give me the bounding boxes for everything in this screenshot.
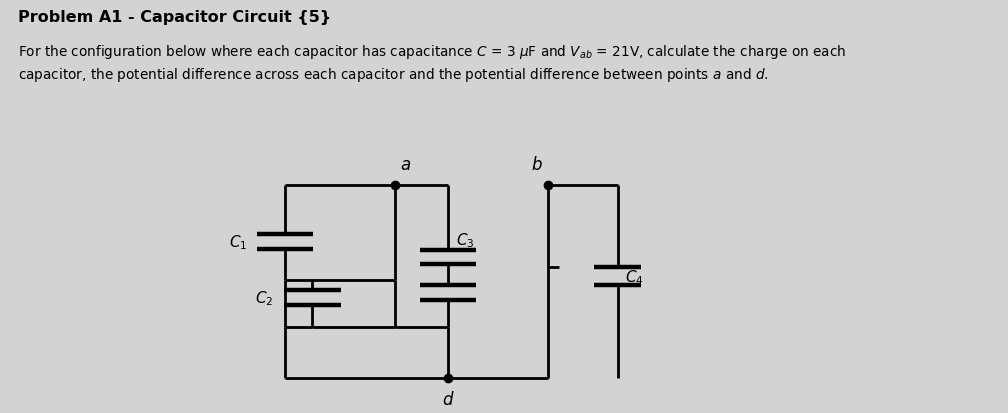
Text: $b$: $b$ — [531, 156, 543, 174]
Text: $C_4$: $C_4$ — [625, 267, 644, 286]
Text: capacitor, the potential difference across each capacitor and the potential diff: capacitor, the potential difference acro… — [18, 66, 769, 84]
Text: $d$: $d$ — [442, 390, 455, 408]
Text: $a$: $a$ — [399, 156, 410, 174]
Text: $C_2$: $C_2$ — [255, 288, 273, 307]
Text: Problem A1 - Capacitor Circuit {5}: Problem A1 - Capacitor Circuit {5} — [18, 10, 332, 25]
Text: $C_1$: $C_1$ — [230, 233, 248, 251]
Text: $C_3$: $C_3$ — [456, 231, 475, 249]
Text: For the configuration below where each capacitor has capacitance $C$ = 3 $\mu$F : For the configuration below where each c… — [18, 43, 847, 60]
